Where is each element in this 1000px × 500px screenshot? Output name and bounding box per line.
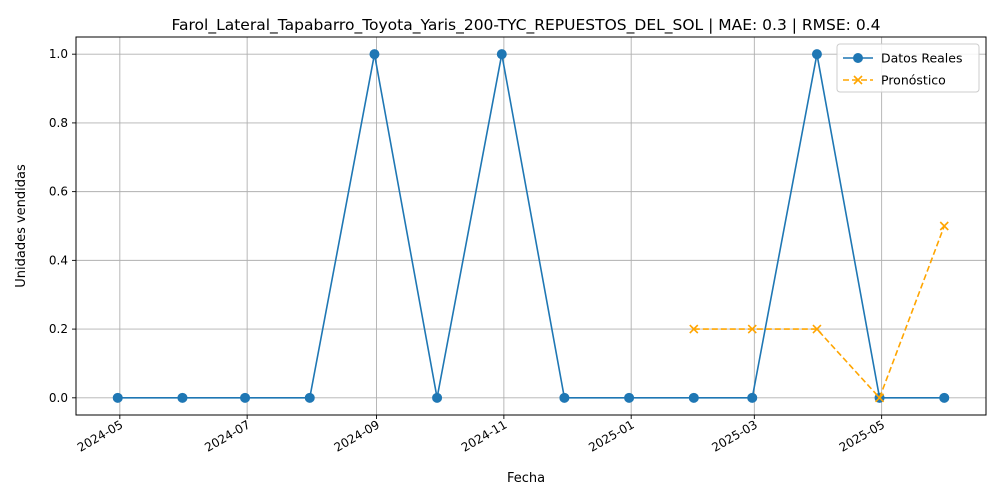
legend-item: Datos Reales bbox=[843, 51, 962, 66]
marker-stroke bbox=[689, 324, 699, 334]
y-tick-label: 0.0 bbox=[49, 391, 68, 405]
y-tick-label: 0.8 bbox=[49, 116, 68, 130]
marker-stroke bbox=[812, 324, 822, 334]
legend-label: Pronóstico bbox=[881, 73, 946, 88]
marker-stroke bbox=[853, 75, 863, 85]
legend-marker bbox=[853, 53, 863, 63]
x-tick-label: 2024-11 bbox=[459, 417, 509, 454]
plot-series bbox=[112, 49, 950, 403]
x-axis-label: Fecha bbox=[507, 471, 545, 486]
y-tick-label: 0.6 bbox=[49, 185, 68, 199]
data-point bbox=[369, 49, 380, 60]
marker-stroke bbox=[747, 324, 757, 334]
data-point bbox=[304, 392, 315, 403]
data-point bbox=[432, 392, 443, 403]
x-tick-label: 2025-01 bbox=[586, 417, 636, 454]
series-datos-reales bbox=[112, 49, 950, 403]
data-point bbox=[688, 392, 699, 403]
legend-label: Datos Reales bbox=[881, 51, 962, 66]
chart-title: Farol_Lateral_Tapabarro_Toyota_Yaris_200… bbox=[172, 16, 881, 35]
data-point bbox=[939, 392, 950, 403]
marker-stroke bbox=[939, 221, 949, 231]
grid bbox=[76, 37, 986, 415]
data-point bbox=[939, 221, 949, 231]
y-tick-label: 1.0 bbox=[49, 47, 68, 61]
x-tick-label: 2025-03 bbox=[709, 417, 759, 454]
series-line bbox=[117, 54, 945, 399]
data-point bbox=[747, 392, 758, 403]
plot-frame bbox=[75, 36, 987, 416]
data-point bbox=[112, 392, 123, 403]
data-point bbox=[559, 392, 570, 403]
axis-ticks: 2024-05 2024-07 2024-09 2024-11 2025-01 2025-… bbox=[49, 47, 887, 454]
x-tick-label: 2025-05 bbox=[837, 417, 887, 454]
legend-item: Pronóstico bbox=[843, 73, 946, 88]
data-point bbox=[811, 49, 822, 60]
series-line bbox=[693, 225, 946, 400]
legend-marker bbox=[853, 75, 863, 85]
x-tick-label: 2024-07 bbox=[202, 417, 252, 454]
data-point bbox=[177, 392, 188, 403]
marker-stroke bbox=[874, 393, 885, 403]
data-point bbox=[812, 324, 822, 334]
series-pronostico bbox=[689, 221, 949, 403]
data-point bbox=[496, 49, 507, 60]
y-tick-label: 0.4 bbox=[49, 253, 68, 267]
data-point bbox=[240, 392, 251, 403]
data-point bbox=[747, 324, 757, 334]
data-point bbox=[874, 393, 885, 403]
x-tick-label: 2024-05 bbox=[75, 417, 125, 454]
data-point bbox=[689, 324, 699, 334]
y-axis-label: Unidades vendidas bbox=[14, 164, 29, 288]
data-point bbox=[624, 392, 635, 403]
y-tick-label: 0.2 bbox=[49, 322, 68, 336]
x-tick-label: 2024-09 bbox=[332, 417, 382, 454]
legend: Datos Reales Pronóstico bbox=[836, 43, 980, 93]
